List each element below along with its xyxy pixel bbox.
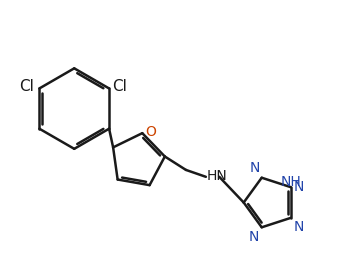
Text: N: N <box>250 162 260 175</box>
Text: Cl: Cl <box>19 79 34 94</box>
Text: N: N <box>293 220 303 234</box>
Text: N: N <box>249 230 259 244</box>
Text: O: O <box>146 125 156 139</box>
Text: NH: NH <box>281 175 302 189</box>
Text: HN: HN <box>207 169 227 183</box>
Text: Cl: Cl <box>112 79 127 94</box>
Text: N: N <box>293 180 303 194</box>
